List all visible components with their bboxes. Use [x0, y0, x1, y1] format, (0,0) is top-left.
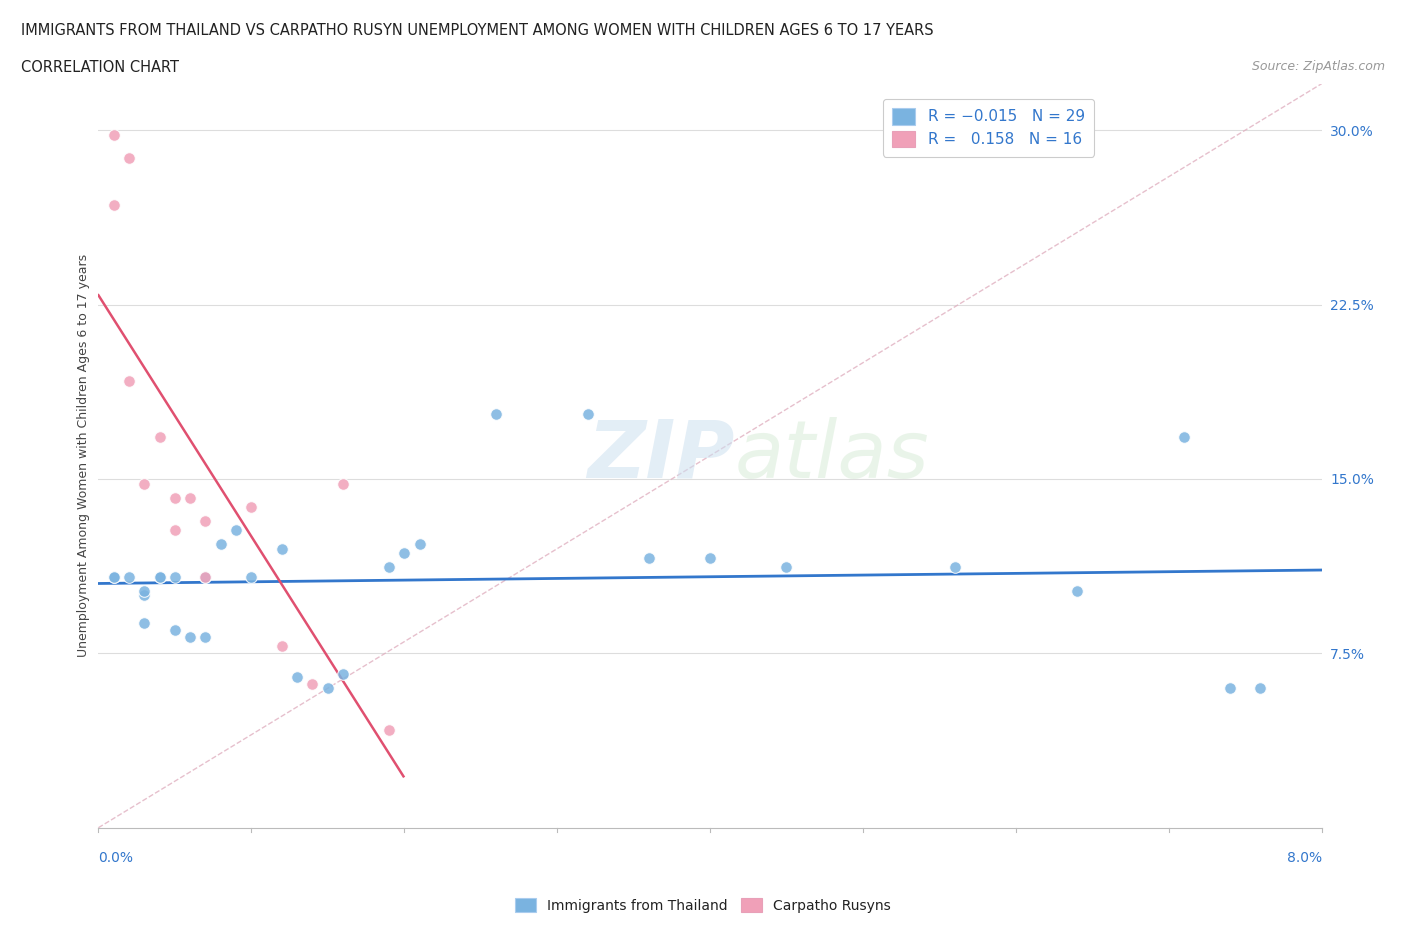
Point [134, 476, 156, 491]
Point [225, 523, 247, 538]
Text: IMMIGRANTS FROM THAILAND VS CARPATHO RUSYN UNEMPLOYMENT AMONG WOMEN WITH CHILDRE: IMMIGRANTS FROM THAILAND VS CARPATHO RUS… [21, 23, 934, 38]
Point [118, 374, 141, 389]
Point [103, 569, 125, 584]
Legend: R = −0.015   N = 29, R =   0.158   N = 16: R = −0.015 N = 29, R = 0.158 N = 16 [883, 99, 1094, 156]
Point [149, 569, 172, 584]
Point [134, 583, 156, 598]
Point [270, 639, 294, 654]
Y-axis label: Unemployment Among Women with Children Ages 6 to 17 years: Unemployment Among Women with Children A… [77, 254, 90, 658]
Point [209, 537, 232, 551]
Point [332, 476, 354, 491]
Point [149, 569, 172, 584]
Point [179, 630, 201, 644]
Point [270, 541, 294, 556]
Point [943, 560, 966, 575]
Point [149, 430, 172, 445]
Point [194, 513, 217, 528]
Point [775, 560, 797, 575]
Text: CORRELATION CHART: CORRELATION CHART [21, 60, 179, 75]
Text: 0.0%: 0.0% [98, 851, 134, 865]
Point [163, 569, 186, 584]
Point [103, 569, 125, 584]
Text: atlas: atlas [734, 417, 929, 495]
Point [301, 676, 323, 691]
Point [240, 569, 263, 584]
Point [1173, 430, 1195, 445]
Point [103, 197, 125, 212]
Point [134, 616, 156, 631]
Point [699, 551, 721, 565]
Point [179, 490, 201, 505]
Point [163, 623, 186, 638]
Point [134, 588, 156, 603]
Point [408, 537, 430, 551]
Point [194, 569, 217, 584]
Point [378, 723, 401, 737]
Point [240, 499, 263, 514]
Point [194, 630, 217, 644]
Point [485, 406, 508, 421]
Point [1249, 681, 1271, 696]
Point [194, 569, 217, 584]
Point [576, 406, 599, 421]
Point [103, 127, 125, 142]
Point [1066, 583, 1088, 598]
Legend: Immigrants from Thailand, Carpatho Rusyns: Immigrants from Thailand, Carpatho Rusyn… [509, 893, 897, 919]
Point [285, 670, 308, 684]
Text: ZIP: ZIP [588, 417, 734, 495]
Point [118, 151, 141, 166]
Point [332, 667, 354, 682]
Point [316, 681, 339, 696]
Point [163, 523, 186, 538]
Point [118, 569, 141, 584]
Text: Source: ZipAtlas.com: Source: ZipAtlas.com [1251, 60, 1385, 73]
Point [378, 560, 401, 575]
Point [163, 490, 186, 505]
Point [1219, 681, 1241, 696]
Text: 8.0%: 8.0% [1286, 851, 1322, 865]
Point [392, 546, 416, 561]
Point [637, 551, 661, 565]
